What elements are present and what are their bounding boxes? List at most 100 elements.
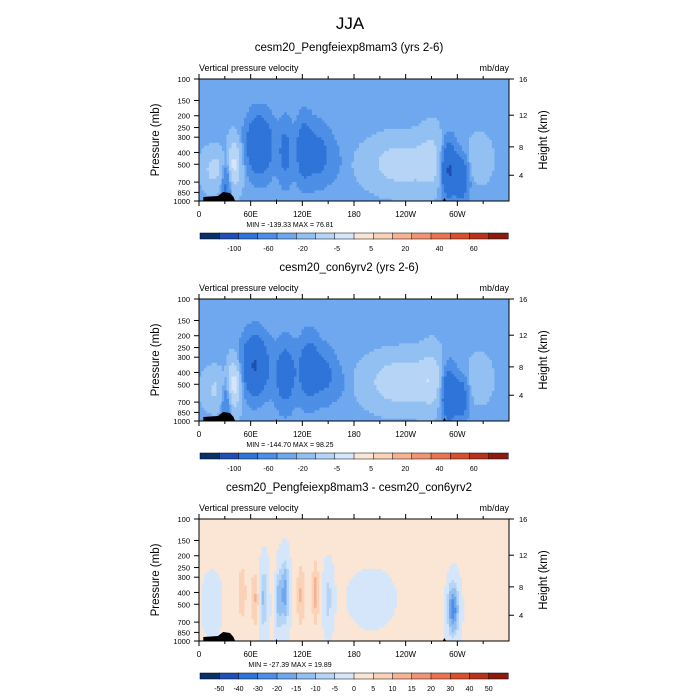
field-cell xyxy=(411,128,415,133)
field-cell xyxy=(316,162,320,166)
field-cell xyxy=(374,360,377,364)
field-cell xyxy=(469,153,472,158)
field-cell xyxy=(256,393,260,397)
field-cell xyxy=(244,137,247,141)
field-cell xyxy=(229,128,232,133)
field-cell xyxy=(399,145,402,149)
field-cell xyxy=(319,142,322,146)
field-cell xyxy=(249,362,252,366)
field-cell xyxy=(389,351,392,355)
field-cell xyxy=(411,187,415,191)
field-cell xyxy=(256,390,260,394)
field-cell xyxy=(249,115,252,119)
field-cell xyxy=(446,371,450,375)
field-cell xyxy=(399,151,402,155)
field-cell xyxy=(364,178,367,182)
field-cell xyxy=(224,181,227,185)
field-cell xyxy=(406,371,410,375)
field-cell xyxy=(276,390,280,394)
field-cell xyxy=(426,407,430,411)
field-cell xyxy=(366,357,370,361)
field-cell xyxy=(424,178,427,182)
field-cell xyxy=(209,382,212,386)
field-cell xyxy=(441,396,445,400)
field-cell xyxy=(411,156,415,160)
field-cell xyxy=(201,156,205,160)
field-cell xyxy=(311,126,315,130)
field-cell xyxy=(399,382,402,386)
field-cell xyxy=(449,360,452,364)
field-cell xyxy=(396,192,400,196)
field-cell xyxy=(436,178,440,182)
field-cell xyxy=(311,329,315,333)
field-cell xyxy=(251,332,255,336)
field-cell xyxy=(389,401,392,405)
field-cell xyxy=(486,178,490,182)
field-cell xyxy=(439,128,442,133)
field-cell xyxy=(261,115,265,119)
field-cell xyxy=(291,151,295,155)
field-cell xyxy=(471,142,475,146)
field-cell xyxy=(334,173,337,177)
field-cell xyxy=(434,178,437,182)
field-cell xyxy=(434,151,437,155)
field-cell xyxy=(279,173,282,177)
field-cell xyxy=(259,404,262,408)
field-cell xyxy=(466,192,470,196)
field-cell xyxy=(334,140,337,144)
field-cell xyxy=(371,351,375,355)
field-cell xyxy=(251,357,255,361)
field-cell xyxy=(316,393,320,397)
field-cell xyxy=(259,181,262,185)
field-cell xyxy=(396,170,400,174)
field-cell xyxy=(386,128,390,133)
field-cell xyxy=(356,153,360,158)
field-cell xyxy=(306,184,310,188)
field-cell xyxy=(274,153,277,158)
field-cell xyxy=(406,167,410,171)
field-cell xyxy=(416,379,420,383)
field-cell xyxy=(316,170,320,174)
colorbar-swatch xyxy=(411,232,432,240)
field-cell xyxy=(426,368,430,372)
field-cell xyxy=(419,195,422,199)
field-cell xyxy=(389,164,392,169)
field-cell xyxy=(411,373,415,378)
field-cell xyxy=(421,371,425,375)
field-cell xyxy=(334,373,337,378)
field-cell xyxy=(354,379,357,383)
field-cell xyxy=(269,153,272,158)
field-cell xyxy=(331,390,335,394)
field-cell xyxy=(324,368,327,372)
field-cell xyxy=(274,164,277,169)
field-cell xyxy=(439,376,442,380)
field-cell xyxy=(416,189,420,194)
field-cell xyxy=(281,346,285,350)
field-cell xyxy=(281,164,285,169)
field-cell xyxy=(419,404,422,408)
field-cell xyxy=(401,343,405,347)
field-cell xyxy=(306,178,310,182)
field-cell xyxy=(439,382,442,386)
field-cell xyxy=(366,368,370,372)
field-cell xyxy=(321,343,325,347)
field-cell xyxy=(406,390,410,394)
field-cell xyxy=(319,387,322,391)
field-cell xyxy=(379,384,382,389)
field-cell xyxy=(309,153,312,158)
field-cell xyxy=(254,142,257,146)
field-cell xyxy=(224,368,227,372)
colorbar-label: 60 xyxy=(470,246,478,253)
field-cell xyxy=(319,337,322,341)
field-cell xyxy=(431,173,435,177)
field-cell xyxy=(304,371,307,375)
field-cell xyxy=(416,360,420,364)
field-cell xyxy=(274,170,277,174)
field-cell xyxy=(214,376,217,380)
field-cell xyxy=(414,198,417,201)
field-cell xyxy=(404,348,407,353)
field-cell xyxy=(471,382,475,386)
field-cell xyxy=(201,178,205,182)
field-cell xyxy=(226,162,230,166)
field-cell xyxy=(396,148,400,152)
